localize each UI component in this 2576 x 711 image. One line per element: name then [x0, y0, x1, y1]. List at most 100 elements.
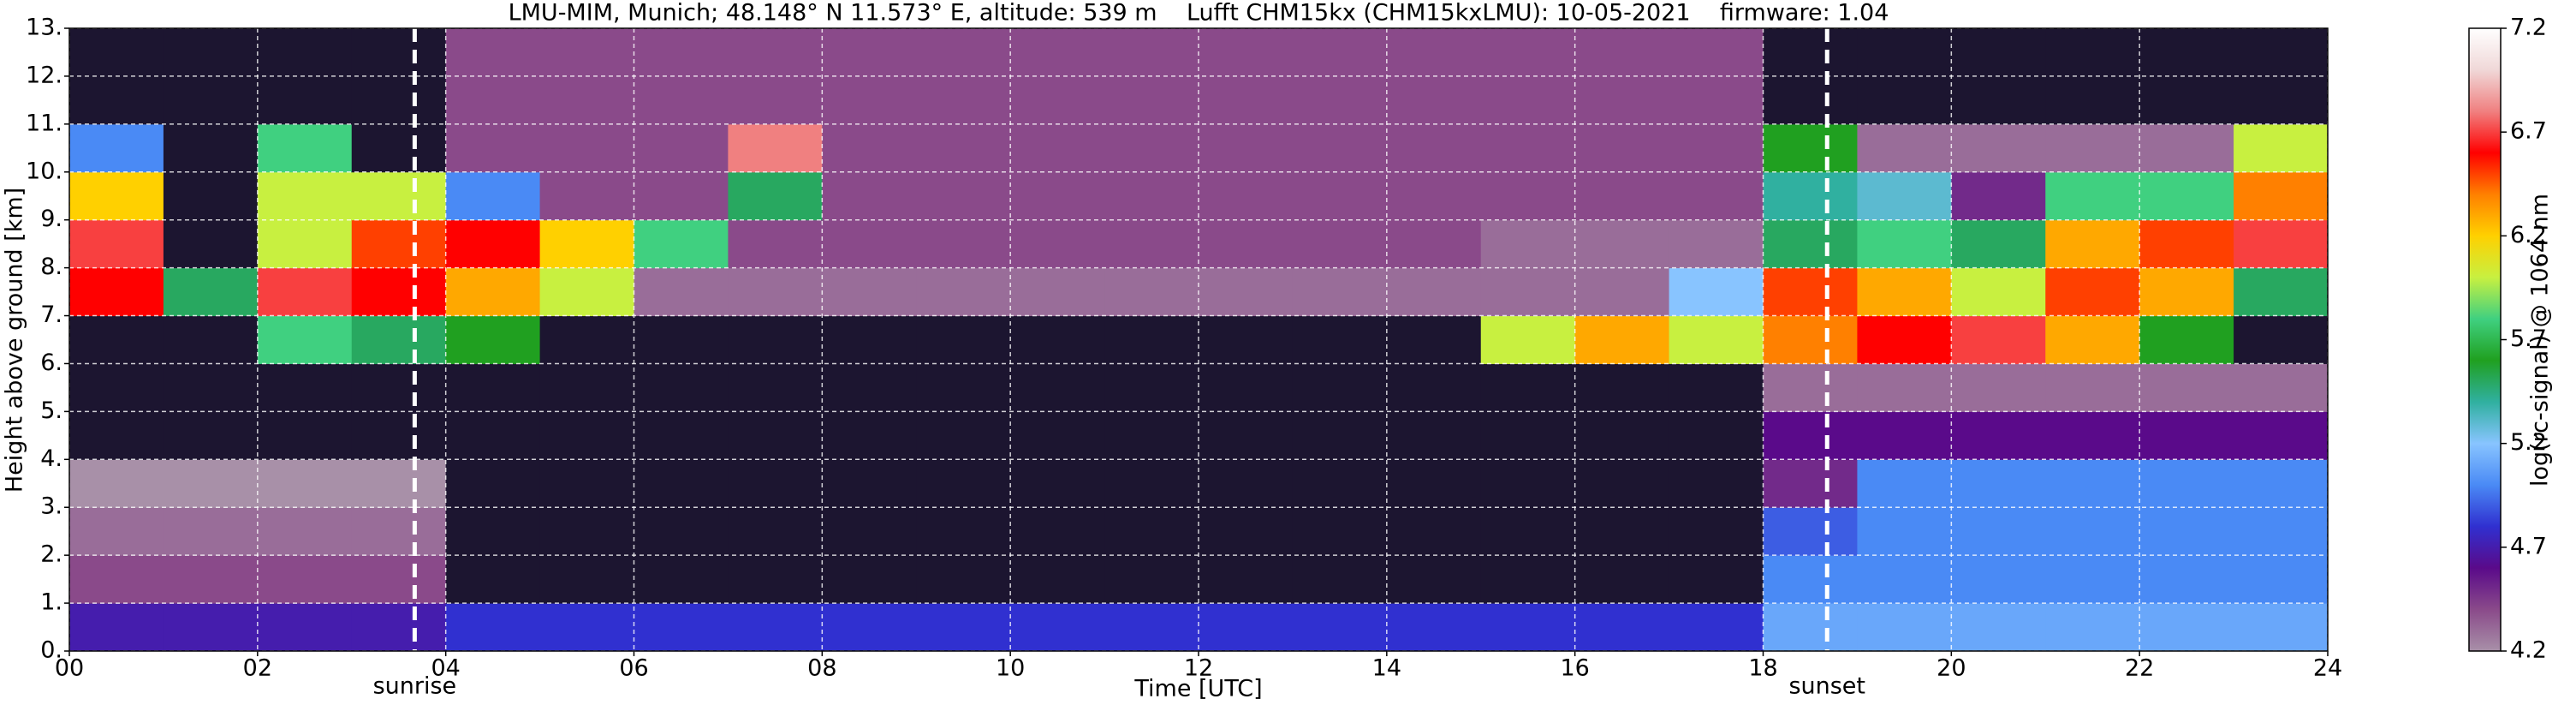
heatmap-cell — [1857, 603, 1952, 652]
heatmap-cell — [1199, 411, 1294, 460]
heatmap-cell — [2045, 603, 2140, 652]
heatmap-cell — [163, 507, 259, 556]
heatmap-cell — [445, 267, 541, 317]
heatmap-cell — [728, 267, 823, 317]
heatmap-cell — [163, 603, 259, 652]
heatmap-cell — [1480, 363, 1576, 412]
heatmap-cell — [634, 603, 729, 652]
colorbar-tick-label: 6.7 — [2510, 118, 2547, 145]
plot-frame — [68, 27, 2329, 652]
heatmap-cell — [1574, 171, 1670, 221]
heatmap-cell — [1857, 28, 1952, 77]
heatmap-cell — [1574, 267, 1670, 317]
heatmap-cell — [1010, 75, 1105, 125]
heatmap-cell — [539, 459, 634, 508]
x-tick-label: 20 — [1936, 655, 1966, 682]
heatmap-cell — [163, 123, 259, 173]
heatmap-cell — [69, 171, 164, 221]
heatmap-cell — [1292, 28, 1388, 77]
heatmap-cell — [1763, 363, 1858, 412]
heatmap-cell — [1574, 507, 1670, 556]
heatmap-cell — [1951, 219, 2046, 269]
heatmap-cell — [257, 171, 353, 221]
heatmap-cell — [728, 28, 823, 77]
heatmap-cell — [1857, 315, 1952, 364]
heatmap-cell — [1010, 603, 1105, 652]
heatmap-cell — [69, 411, 164, 460]
heatmap-cell — [1951, 75, 2046, 125]
heatmap-cell — [445, 75, 541, 125]
heatmap-cell — [351, 315, 447, 364]
heatmap-cell — [822, 603, 917, 652]
heatmap-cell — [351, 267, 447, 317]
heatmap-cell — [1292, 363, 1388, 412]
heatmap-cell — [351, 123, 447, 173]
heatmap-cell — [1386, 507, 1482, 556]
heatmap-cell — [1386, 411, 1482, 460]
heatmap-cell — [822, 507, 917, 556]
heatmap-cell — [1763, 28, 1858, 77]
x-tick-label: 04 — [431, 655, 460, 682]
heatmap-cell — [1199, 603, 1294, 652]
heatmap-cell — [1669, 411, 1764, 460]
heatmap-cell — [1386, 315, 1482, 364]
heatmap-cell — [257, 219, 353, 269]
heatmap-cell — [445, 603, 541, 652]
heatmap-cell — [1199, 363, 1294, 412]
heatmap-cell — [1010, 267, 1105, 317]
heatmap-cell — [163, 28, 259, 77]
heatmap-cell — [1951, 171, 2046, 221]
heatmap-cell — [634, 363, 729, 412]
heatmap-cell — [351, 28, 447, 77]
heatmap-cell — [163, 555, 259, 604]
heatmap-cell — [1199, 75, 1294, 125]
heatmap-cell — [1199, 507, 1294, 556]
heatmap-cell — [1763, 459, 1858, 508]
heatmap-cell — [1104, 219, 1199, 269]
heatmap-cell — [2045, 363, 2140, 412]
heatmap-cell — [351, 75, 447, 125]
heatmap-cell — [1199, 28, 1294, 77]
x-tick-label: 18 — [1748, 655, 1777, 682]
heatmap-cell — [728, 459, 823, 508]
heatmap-cell — [1763, 219, 1858, 269]
x-tick-label: 00 — [55, 655, 84, 682]
heatmap-cell — [1763, 411, 1858, 460]
heatmap-cell — [1480, 219, 1576, 269]
heatmap-cell — [257, 507, 353, 556]
heatmap-cell — [1857, 363, 1952, 412]
y-tick-label: 10. — [26, 158, 62, 184]
heatmap-cell — [1669, 459, 1764, 508]
heatmap-cell — [916, 75, 1011, 125]
x-tick-label: 06 — [619, 655, 648, 682]
heatmap-cell — [2234, 363, 2329, 412]
heatmap-cell — [1480, 507, 1576, 556]
y-tick-label: 13. — [26, 15, 62, 41]
heatmap-cell — [351, 411, 447, 460]
heatmap-cell — [822, 411, 917, 460]
heatmap-cell — [1104, 75, 1199, 125]
heatmap-cell — [1386, 28, 1482, 77]
heatmap-cell — [634, 411, 729, 460]
x-tick-label: 12 — [1184, 655, 1213, 682]
heatmap-cell — [2234, 75, 2329, 125]
heatmap-cell — [1480, 603, 1576, 652]
heatmap-cell — [539, 603, 634, 652]
colorbar-tick-label: 4.7 — [2510, 533, 2547, 559]
heatmap-cell — [634, 123, 729, 173]
heatmap-cell — [1574, 219, 1670, 269]
heatmap-cell — [1857, 555, 1952, 604]
heatmap-cell — [1480, 555, 1576, 604]
y-tick-label: 5. — [40, 397, 62, 424]
y-tick-label: 8. — [40, 254, 62, 280]
heatmap-cell — [822, 363, 917, 412]
heatmap-cell — [1104, 28, 1199, 77]
y-tick-label: 7. — [40, 302, 62, 328]
heatmap-cell — [1857, 507, 1952, 556]
heatmap-cell — [1199, 555, 1294, 604]
heatmap-cell — [1669, 267, 1764, 317]
heatmap-cell — [1010, 507, 1105, 556]
heatmap-cell — [445, 411, 541, 460]
heatmap-cell — [728, 555, 823, 604]
heatmap-cell — [1292, 219, 1388, 269]
